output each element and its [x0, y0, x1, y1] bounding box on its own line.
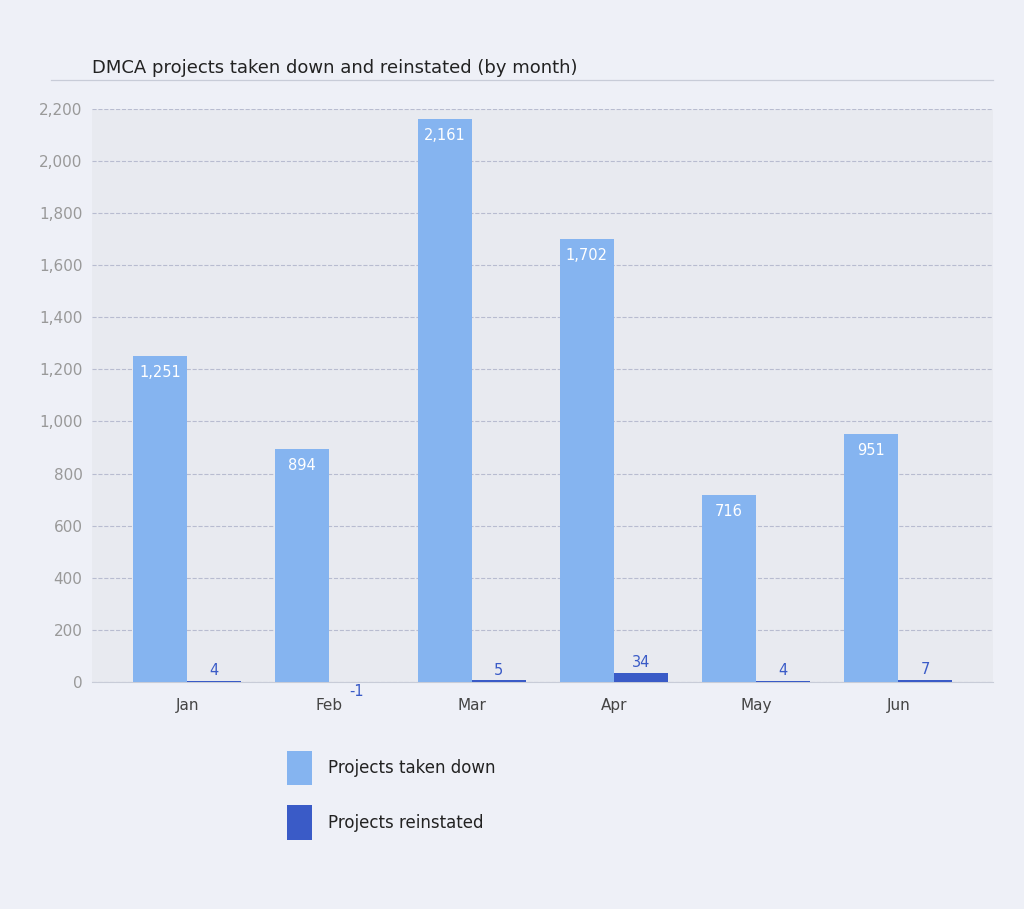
Text: 5: 5 [494, 663, 503, 678]
Text: 894: 894 [289, 458, 316, 474]
Text: 4: 4 [210, 663, 219, 678]
Text: 1,702: 1,702 [566, 248, 608, 263]
Bar [418, 119, 472, 682]
Text: 34: 34 [632, 655, 650, 670]
Bar [472, 681, 525, 682]
Text: Projects taken down: Projects taken down [328, 759, 496, 777]
Text: 2,161: 2,161 [424, 128, 466, 144]
Bar [560, 239, 613, 682]
Text: DMCA projects taken down and reinstated (by month): DMCA projects taken down and reinstated … [92, 59, 578, 77]
Bar [756, 681, 810, 682]
Bar [844, 435, 898, 682]
Text: 4: 4 [778, 663, 787, 678]
Text: 7: 7 [921, 663, 930, 677]
Bar [613, 673, 668, 682]
Text: 716: 716 [715, 504, 743, 519]
Bar [898, 680, 952, 682]
Bar [133, 356, 187, 682]
Text: 951: 951 [857, 444, 885, 458]
Text: Projects reinstated: Projects reinstated [328, 814, 483, 832]
Text: -1: -1 [349, 684, 364, 699]
Bar [275, 449, 330, 682]
Bar [187, 681, 242, 682]
Text: 1,251: 1,251 [139, 365, 181, 380]
Bar [702, 495, 756, 682]
